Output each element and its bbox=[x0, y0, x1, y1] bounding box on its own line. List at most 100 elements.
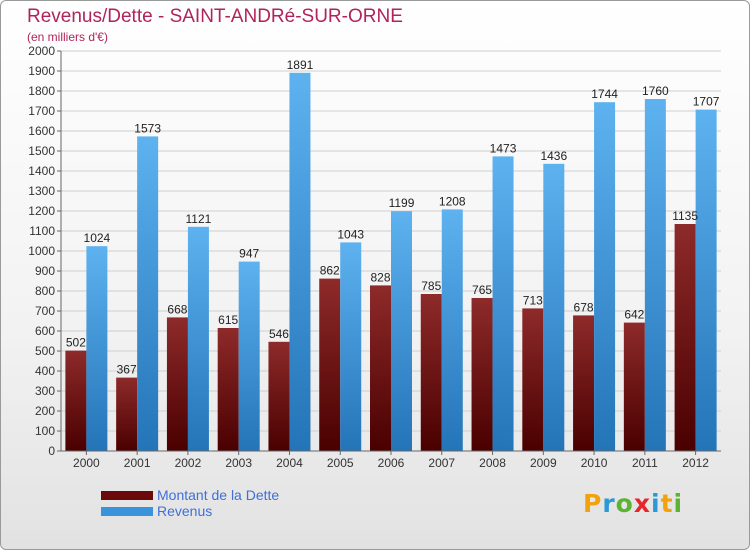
data-label-debt: 713 bbox=[523, 293, 543, 307]
x-tick-label: 2005 bbox=[327, 456, 354, 470]
logo-letter: o bbox=[615, 489, 634, 518]
logo-letter: i bbox=[651, 489, 661, 518]
bar-revenus bbox=[492, 156, 514, 451]
data-label-debt: 367 bbox=[117, 363, 137, 377]
data-label-debt: 642 bbox=[624, 308, 644, 322]
data-label-debt: 828 bbox=[370, 270, 390, 284]
legend-label-revenus: Revenus bbox=[157, 503, 213, 519]
y-tick-label: 300 bbox=[35, 384, 55, 398]
data-label-revenus: 1199 bbox=[389, 196, 415, 210]
x-tick-label: 2000 bbox=[73, 456, 100, 470]
data-label-revenus: 947 bbox=[239, 247, 259, 261]
y-tick-label: 1300 bbox=[28, 184, 55, 198]
data-label-revenus: 1573 bbox=[134, 121, 161, 135]
logo-letter: i bbox=[673, 489, 684, 518]
y-tick-label: 400 bbox=[35, 364, 55, 378]
bar-revenus bbox=[187, 226, 209, 451]
bar-debt bbox=[370, 285, 391, 451]
bar-debt bbox=[573, 315, 595, 451]
bar-revenus bbox=[441, 209, 463, 451]
bar-revenus bbox=[137, 136, 159, 451]
logo-letter: P bbox=[583, 489, 603, 518]
proxiti-logo: Proxiti bbox=[583, 489, 683, 518]
data-label-debt: 668 bbox=[167, 302, 187, 316]
x-tick-label: 2010 bbox=[581, 456, 608, 470]
y-tick-label: 700 bbox=[35, 304, 55, 318]
legend-item-debt: Montant de la Dette bbox=[101, 487, 279, 503]
y-tick-label: 1200 bbox=[28, 204, 55, 218]
y-tick-label: 1400 bbox=[28, 164, 55, 178]
x-tick-label: 2004 bbox=[276, 456, 303, 470]
data-label-debt: 765 bbox=[472, 283, 492, 297]
bar-debt bbox=[268, 341, 290, 451]
y-tick-label: 1100 bbox=[29, 224, 55, 238]
bar-revenus bbox=[86, 246, 108, 451]
x-tick-label: 2001 bbox=[124, 456, 151, 470]
y-tick-label: 1800 bbox=[28, 84, 55, 98]
legend-item-revenus: Revenus bbox=[101, 503, 279, 519]
x-tick-label: 2002 bbox=[175, 456, 202, 470]
x-tick-label: 2006 bbox=[378, 456, 405, 470]
data-label-debt: 502 bbox=[66, 336, 86, 350]
logo-letter: t bbox=[660, 489, 674, 518]
y-tick-label: 100 bbox=[35, 424, 55, 438]
logo-letter: r bbox=[602, 489, 616, 518]
logo-letter: x bbox=[633, 489, 651, 518]
legend-swatch-debt bbox=[101, 490, 153, 500]
y-tick-label: 1900 bbox=[28, 64, 55, 78]
legend-swatch-revenus bbox=[101, 506, 153, 516]
y-tick-label: 500 bbox=[35, 344, 55, 358]
data-label-revenus: 1760 bbox=[642, 84, 669, 98]
data-label-revenus: 1891 bbox=[287, 58, 314, 72]
bar-debt bbox=[522, 308, 544, 451]
data-label-revenus: 1707 bbox=[693, 95, 720, 109]
bar-revenus bbox=[644, 99, 666, 451]
legend-label-debt: Montant de la Dette bbox=[157, 487, 280, 503]
bar-revenus bbox=[543, 163, 565, 452]
bar-debt bbox=[65, 350, 87, 451]
y-tick-label: 800 bbox=[35, 284, 55, 298]
bar-debt bbox=[116, 377, 138, 451]
data-label-debt: 615 bbox=[218, 313, 238, 327]
data-label-debt: 678 bbox=[574, 300, 594, 314]
data-label-revenus: 1208 bbox=[439, 194, 466, 208]
x-tick-label: 2009 bbox=[530, 456, 557, 470]
y-tick-label: 1700 bbox=[28, 104, 55, 118]
data-label-revenus: 1024 bbox=[84, 231, 111, 245]
y-tick-label: 1500 bbox=[28, 144, 55, 158]
y-tick-label: 1000 bbox=[28, 244, 55, 258]
y-tick-label: 2000 bbox=[28, 44, 55, 58]
bar-revenus bbox=[340, 242, 362, 451]
x-tick-label: 2008 bbox=[479, 456, 506, 470]
data-label-debt: 546 bbox=[269, 327, 289, 341]
bar-debt bbox=[674, 224, 696, 451]
chart-title: Revenus/Dette - SAINT-ANDRé-SUR-ORNE bbox=[27, 6, 403, 27]
legend: Montant de la Dette Revenus bbox=[101, 487, 279, 519]
data-label-revenus: 1043 bbox=[337, 227, 364, 241]
x-tick-label: 2012 bbox=[682, 456, 709, 470]
bar-revenus bbox=[289, 72, 311, 452]
x-tick-label: 2003 bbox=[225, 456, 252, 470]
bar-revenus bbox=[695, 109, 717, 451]
bar-debt bbox=[217, 328, 239, 451]
data-label-revenus: 1121 bbox=[186, 212, 212, 226]
x-tick-label: 2011 bbox=[632, 456, 658, 470]
bar-revenus bbox=[238, 261, 260, 451]
bar-debt bbox=[319, 278, 341, 451]
bar-debt bbox=[623, 322, 645, 451]
bar-debt bbox=[166, 317, 188, 451]
bar-revenus bbox=[594, 102, 616, 451]
y-tick-label: 600 bbox=[35, 324, 55, 338]
bar-debt bbox=[420, 294, 442, 451]
data-label-debt: 862 bbox=[320, 264, 340, 278]
data-label-revenus: 1436 bbox=[540, 149, 567, 163]
chart-subtitle: (en milliers d'€) bbox=[27, 30, 108, 44]
data-label-debt: 785 bbox=[421, 279, 441, 293]
data-label-debt: 1135 bbox=[672, 209, 698, 223]
y-tick-label: 1600 bbox=[28, 124, 55, 138]
data-label-revenus: 1744 bbox=[591, 87, 618, 101]
x-tick-label: 2007 bbox=[428, 456, 455, 470]
y-tick-label: 0 bbox=[48, 444, 55, 458]
